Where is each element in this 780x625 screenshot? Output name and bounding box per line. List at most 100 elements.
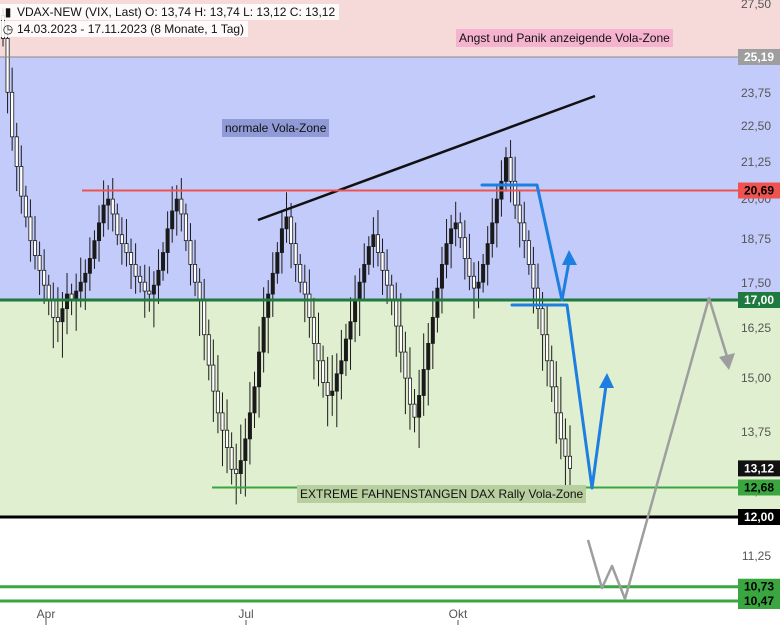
candle-body — [339, 360, 344, 375]
y-tick-label: 11,25 — [742, 549, 771, 563]
candle-body — [535, 287, 540, 310]
price-tag-label: 10,47 — [744, 594, 774, 608]
candle-body — [37, 255, 42, 271]
candle-body — [526, 240, 531, 265]
x-tick-label: Jul — [238, 607, 253, 621]
candle-body — [321, 360, 326, 383]
candle-body — [78, 281, 83, 292]
candle-body — [46, 284, 51, 301]
candle-body — [522, 222, 527, 242]
x-axis: Apr Jul Okt — [37, 607, 468, 625]
blue-arrow-head-1 — [562, 250, 577, 265]
candle-body — [293, 243, 298, 265]
price-tag-label: 20,69 — [744, 184, 774, 198]
candle-body — [394, 299, 399, 327]
header-period: ◷ 14.03.2023 - 17.11.2023 (8 Monate, 1 Ta… — [0, 21, 249, 37]
candle-body — [403, 351, 408, 379]
candle-body — [119, 234, 124, 245]
candle-body — [444, 243, 449, 265]
candle-body — [147, 290, 152, 295]
candle-body — [156, 269, 161, 286]
candle-body — [458, 222, 463, 239]
price-tag-label: 13,12 — [744, 461, 774, 475]
candle-body — [490, 222, 495, 245]
candle-body — [14, 136, 19, 167]
price-tag-label: 12,68 — [744, 480, 774, 494]
candle-body — [275, 252, 280, 274]
candle-body — [129, 252, 134, 265]
candle-body — [430, 316, 435, 344]
price-tag-box — [738, 509, 780, 525]
candle-body — [202, 299, 207, 336]
candle-body — [417, 395, 422, 418]
candle-body — [485, 243, 490, 265]
candle-body — [238, 460, 243, 474]
price-tag-label: 25,19 — [744, 50, 774, 64]
candle-body — [554, 386, 559, 414]
normal-zone — [0, 57, 780, 300]
candle-body — [165, 228, 170, 253]
candle-body — [247, 412, 252, 440]
price-tag-box — [738, 182, 780, 199]
candle-body — [568, 455, 573, 469]
candle-body — [33, 240, 38, 256]
candle-body — [133, 263, 138, 277]
candle-body — [284, 216, 289, 230]
price-tag-box — [738, 460, 780, 477]
candle-body — [124, 243, 129, 253]
calm-zone — [0, 300, 780, 517]
y-tick-label: 27,50 — [741, 0, 771, 11]
candle-body — [266, 293, 271, 318]
candle-body — [97, 222, 102, 242]
candle-body — [197, 281, 202, 301]
candle-body — [380, 252, 385, 271]
y-tick-label: 21,25 — [741, 155, 771, 169]
candle-body — [229, 447, 234, 470]
candle-body — [371, 234, 376, 247]
candle-body — [375, 234, 380, 253]
candle-body — [311, 316, 316, 344]
candle-body — [142, 281, 147, 292]
price-tag-label: 12,00 — [744, 510, 774, 524]
candle-body — [503, 157, 508, 182]
candle-body — [540, 308, 545, 336]
candle-body — [87, 258, 92, 274]
candle-body — [298, 263, 303, 283]
candle-body — [449, 228, 454, 245]
candle-body — [348, 321, 353, 340]
y-tick-label: 13,75 — [741, 425, 771, 439]
candle-body — [531, 263, 536, 289]
candle-body — [106, 198, 111, 206]
trend-line — [257, 94, 596, 222]
candle-body — [517, 204, 522, 224]
candle-body — [471, 275, 476, 289]
candle-body — [138, 275, 143, 283]
panic-zone-label: Angst und Panik anzeigende Vola-Zone — [456, 29, 673, 47]
price-tag-label: 17,00 — [744, 293, 774, 307]
header-ohlc: ▮ VDAX-NEW (VIX, Last) O: 13,74 H: 13,74 … — [0, 4, 340, 20]
price-tag-box — [738, 479, 780, 496]
candle-body — [325, 382, 330, 396]
candle-body — [206, 334, 211, 366]
candle-body — [307, 293, 312, 318]
candle-body — [101, 204, 106, 224]
candle-body — [55, 316, 60, 323]
candle-body — [257, 351, 262, 388]
candle-body — [508, 157, 513, 182]
candle-body — [151, 284, 156, 295]
candle-body — [170, 210, 175, 230]
candle-body — [60, 308, 65, 323]
candle-body — [385, 269, 390, 286]
candle-body — [161, 252, 166, 271]
candle-body — [270, 272, 275, 295]
candle-body — [51, 299, 56, 318]
candle-body — [193, 263, 198, 283]
chart-bars-icon: ▮ — [4, 5, 12, 19]
candle-body — [316, 342, 321, 362]
candle-body — [366, 246, 371, 265]
candle-body — [289, 216, 294, 245]
y-tick-label: 15,00 — [741, 371, 771, 385]
candle-body — [279, 228, 284, 253]
candle-body — [435, 287, 440, 318]
